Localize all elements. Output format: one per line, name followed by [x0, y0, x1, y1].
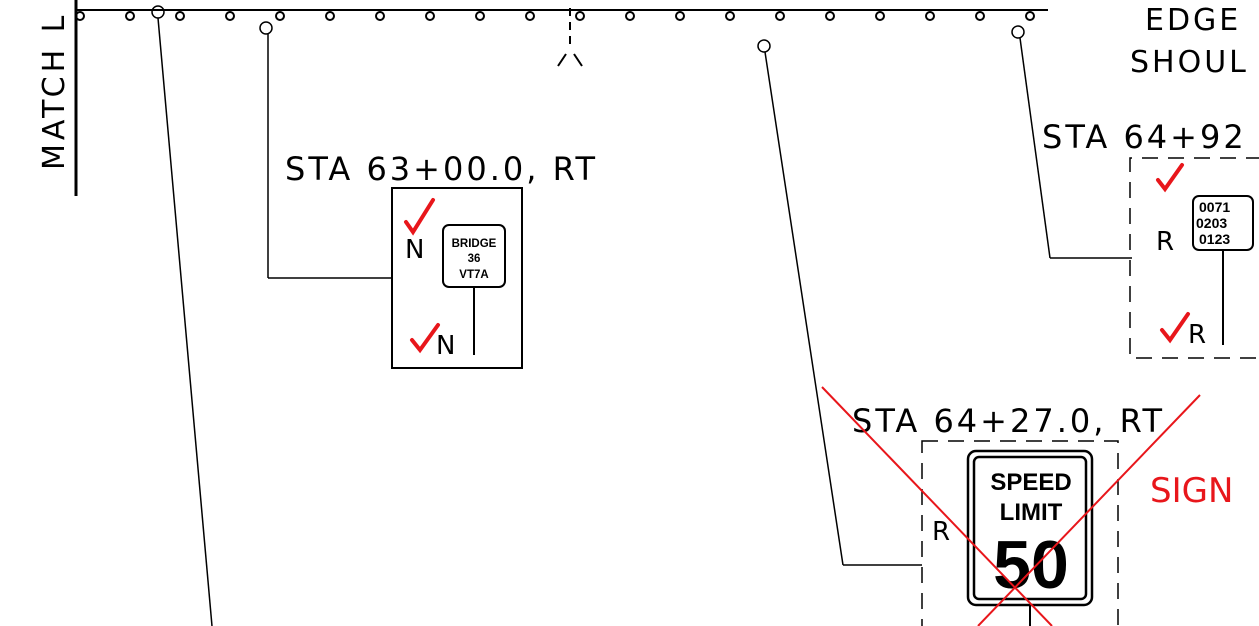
milepost-code-top: R [1156, 227, 1174, 257]
post-marker [575, 11, 585, 21]
milepost-sign-box [1129, 157, 1259, 359]
delineator-posts [75, 11, 1035, 21]
post-marker [325, 11, 335, 21]
match-line-label: MATCH L [37, 12, 72, 170]
post-marker [525, 11, 535, 21]
post-marker [725, 11, 735, 21]
milepost-sign-group: STA 64+92 0071 0203 0123 R R [1042, 118, 1259, 359]
milepost-line1: 0071 [1199, 199, 1230, 215]
bridge-sign-box [391, 187, 523, 369]
post-marker [225, 11, 235, 21]
edge-line [75, 8, 1048, 67]
speed-sign-border [972, 455, 1088, 601]
check-icon [1160, 312, 1190, 344]
station-63-label: STA 63+00.0, RT [285, 150, 598, 188]
post-marker [175, 11, 185, 21]
check-icon [1156, 163, 1184, 193]
post-marker [475, 11, 485, 21]
bridge-sign-line2: 36 [468, 253, 481, 265]
remove-cross-icon [821, 386, 1201, 626]
edge-label-line1: EDGE [1145, 3, 1241, 38]
check-icon [404, 198, 435, 236]
speed-sign-line1: SPEED [990, 469, 1071, 496]
post-marker [75, 11, 85, 21]
bridge-code-top: N [405, 235, 424, 265]
bridge-sign-line3: VT7A [459, 269, 488, 281]
milepost-line2: 0203 [1196, 215, 1227, 231]
bridge-sign-line1: BRIDGE [452, 238, 497, 250]
post-marker [375, 11, 385, 21]
post-marker [275, 11, 285, 21]
post-marker [425, 11, 435, 21]
post-marker [975, 11, 985, 21]
leader-lines [151, 5, 1132, 626]
milepost-code-bottom: R [1188, 320, 1206, 350]
speed-limit-sign-group: STA 64+27.0, RT SPEED LIMIT 50 R SIGN [821, 386, 1233, 626]
station-64-27-label: STA 64+27.0, RT [852, 402, 1165, 440]
post-marker [775, 11, 785, 21]
milepost-line3: 0123 [1199, 231, 1230, 247]
station-64-92-label: STA 64+92 [1042, 118, 1247, 156]
match-line: MATCH L [37, 0, 78, 196]
post-marker [825, 11, 835, 21]
post-marker [125, 11, 135, 21]
bridge-code-bottom: N [436, 331, 455, 361]
speed-sign-line2: LIMIT [1000, 499, 1063, 526]
edge-label-line2: SHOUL [1130, 45, 1249, 80]
check-icon [410, 323, 440, 354]
post-marker [925, 11, 935, 21]
post-marker [875, 11, 885, 21]
bridge-sign-group: STA 63+00.0, RT BRIDGE 36 VT7A N N [285, 150, 598, 369]
speed-code: R [932, 517, 950, 547]
post-marker [675, 11, 685, 21]
post-marker [1025, 11, 1035, 21]
speed-sign-box [921, 440, 1119, 626]
post-marker [625, 11, 635, 21]
speed-sign-value: 50 [993, 527, 1069, 603]
markup-note: SIGN [1150, 471, 1233, 511]
